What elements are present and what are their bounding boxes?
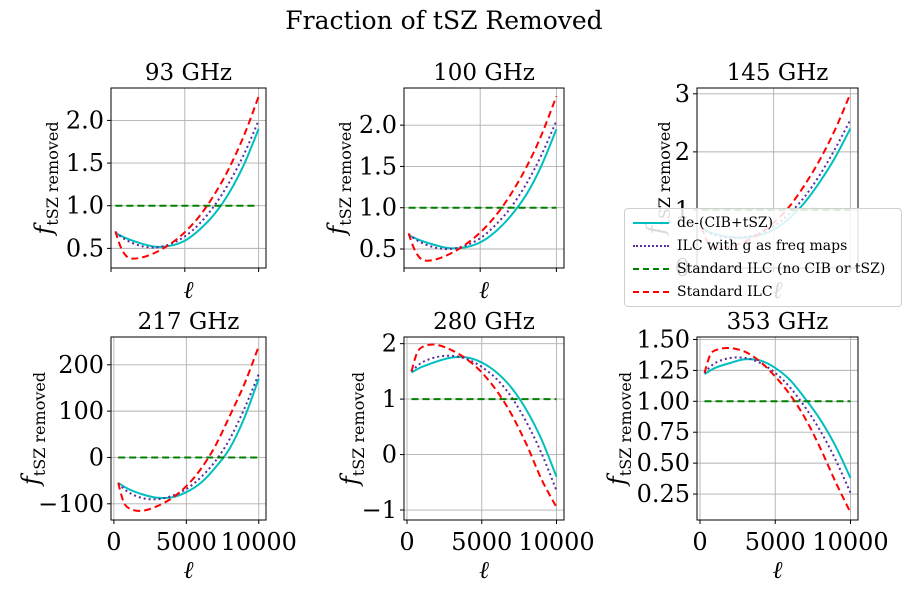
legend-item-de-cib-tsz: de-(CIB+tSZ) <box>633 212 773 234</box>
y-axis-label-subscript: tSZ removed <box>43 121 62 225</box>
series-line-de-cib-tsz- <box>703 358 852 479</box>
subplot-title: 145 GHz <box>727 60 829 86</box>
y-tick-label: 0.5 <box>66 234 104 262</box>
series-line-standard-ilc <box>407 95 558 262</box>
legend: de-(CIB+tSZ) ILC with g as freq maps Sta… <box>624 208 902 307</box>
y-tick-label: 0.50 <box>637 449 690 477</box>
y-axis-label-subscript: tSZ removed <box>336 121 355 225</box>
plot-area <box>407 95 558 262</box>
legend-item-ilc-g-freq-maps: ILC with g as freq maps <box>633 235 847 257</box>
y-tick-label: 1.00 <box>637 387 690 415</box>
y-tick-label: 1.5 <box>359 152 397 180</box>
x-tick-label: 10000 <box>518 528 594 556</box>
legend-label: Standard ILC (no CIB or tSZ) <box>677 261 886 277</box>
x-axis-label: ℓ <box>184 556 194 584</box>
y-tick-label: 1.0 <box>66 192 104 220</box>
legend-label: Standard ILC <box>677 284 773 300</box>
x-axis-label: ℓ <box>479 276 489 304</box>
series-line-ilc-with-g-as-freq-maps <box>703 356 852 494</box>
series-line-standard-ilc <box>703 346 852 514</box>
x-axis-label: ℓ <box>773 556 783 584</box>
subplot-title: 93 GHz <box>145 60 232 86</box>
y-tick-label: −100 <box>38 490 104 518</box>
y-tick-label: 1.5 <box>66 149 104 177</box>
subplot-title: 217 GHz <box>138 309 240 335</box>
y-axis-label: ftSZ removed <box>323 121 355 236</box>
y-tick-label: 3 <box>675 80 690 108</box>
figure-suptitle: Fraction of tSZ Removed <box>285 6 602 35</box>
subplot-title: 353 GHz <box>727 309 829 335</box>
series-line-ilc-with-g-as-freq-maps <box>410 354 558 491</box>
plot-area <box>410 343 558 508</box>
axes-frame <box>403 336 565 521</box>
y-axis-label: ftSZ removed <box>30 121 62 236</box>
series-line-de-cib-tsz- <box>411 355 558 478</box>
subplot-2: 0.5 1.0 1.5 2.0 100 GHz ℓ ftSZ removed <box>323 60 565 304</box>
subplot-title: 280 GHz <box>433 309 535 335</box>
x-tick-label: 5000 <box>156 528 217 556</box>
y-tick-label: 0.25 <box>637 480 690 508</box>
y-tick-label: 1.25 <box>637 356 690 384</box>
y-tick-label: 2 <box>382 330 397 358</box>
series-line-de-cib-tsz- <box>408 128 558 250</box>
y-tick-label: 100 <box>58 397 104 425</box>
plot-area <box>117 345 260 512</box>
legend-swatch-dashed <box>633 291 669 293</box>
legend-item-standard-ilc: Standard ILC <box>633 281 773 303</box>
y-axis-label-subscript: tSZ removed <box>349 372 368 476</box>
y-tick-label: −1 <box>362 496 397 524</box>
x-axis-label: ℓ <box>479 556 489 584</box>
y-tick-label: 1 <box>382 385 397 413</box>
y-axis-label: ftSZ removed <box>603 372 635 487</box>
series-line-ilc-with-g-as-freq-maps <box>117 373 260 501</box>
y-tick-label: 2.0 <box>66 106 104 134</box>
subplot-6: 0 5000 10000 0.25 0.50 0.75 1.00 1.25 1.50 353 GH… <box>603 309 889 584</box>
x-tick-label: 5000 <box>745 528 806 556</box>
plot-area <box>114 96 260 260</box>
legend-swatch-dashed <box>633 268 669 270</box>
y-tick-label: 2 <box>675 138 690 166</box>
y-axis-label: ftSZ removed <box>17 372 49 487</box>
subplot-1: 0.5 1.0 1.5 2.0 93 GHz ℓ ftSZ removed <box>30 60 267 304</box>
y-tick-label: 200 <box>58 351 104 379</box>
y-tick-label: 0 <box>89 443 104 471</box>
y-axis-label-subscript: tSZ removed <box>616 372 635 476</box>
legend-swatch-dotted <box>633 245 669 247</box>
subplot-title: 100 GHz <box>433 60 535 86</box>
x-tick-label: 10000 <box>812 528 888 556</box>
axes-frame <box>110 336 267 521</box>
x-tick-label: 0 <box>692 528 707 556</box>
legend-item-standard-ilc-no-cib: Standard ILC (no CIB or tSZ) <box>633 258 885 280</box>
y-tick-label: 0.5 <box>359 235 397 263</box>
plot-area <box>703 346 852 514</box>
x-tick-label: 0 <box>106 528 121 556</box>
axes-frame <box>110 87 267 269</box>
axes-frame <box>403 87 565 269</box>
y-tick-label: 1.0 <box>359 194 397 222</box>
axes-frame <box>696 336 859 521</box>
x-axis-label: ℓ <box>184 276 194 304</box>
legend-label: ILC with g as freq maps <box>677 238 848 254</box>
x-tick-label: 5000 <box>451 528 512 556</box>
legend-label: de-(CIB+tSZ) <box>677 215 774 231</box>
x-tick-label: 0 <box>399 528 414 556</box>
y-tick-label: 1.50 <box>637 325 690 353</box>
y-tick-label: 0.75 <box>637 418 690 446</box>
y-axis-label-subscript: tSZ removed <box>655 121 674 225</box>
y-axis-label-subscript: tSZ removed <box>30 372 49 476</box>
y-tick-label: 2.0 <box>359 111 397 139</box>
y-tick-label: 0 <box>382 441 397 469</box>
y-axis-label: ftSZ removed <box>336 372 368 487</box>
series-line-standard-ilc <box>117 345 260 512</box>
series-line-de-cib-tsz- <box>117 378 260 500</box>
series-line-de-cib-tsz- <box>114 128 260 248</box>
legend-swatch-solid <box>633 222 669 224</box>
x-tick-label: 10000 <box>221 528 297 556</box>
series-line-ilc-with-g-as-freq-maps <box>114 120 260 249</box>
